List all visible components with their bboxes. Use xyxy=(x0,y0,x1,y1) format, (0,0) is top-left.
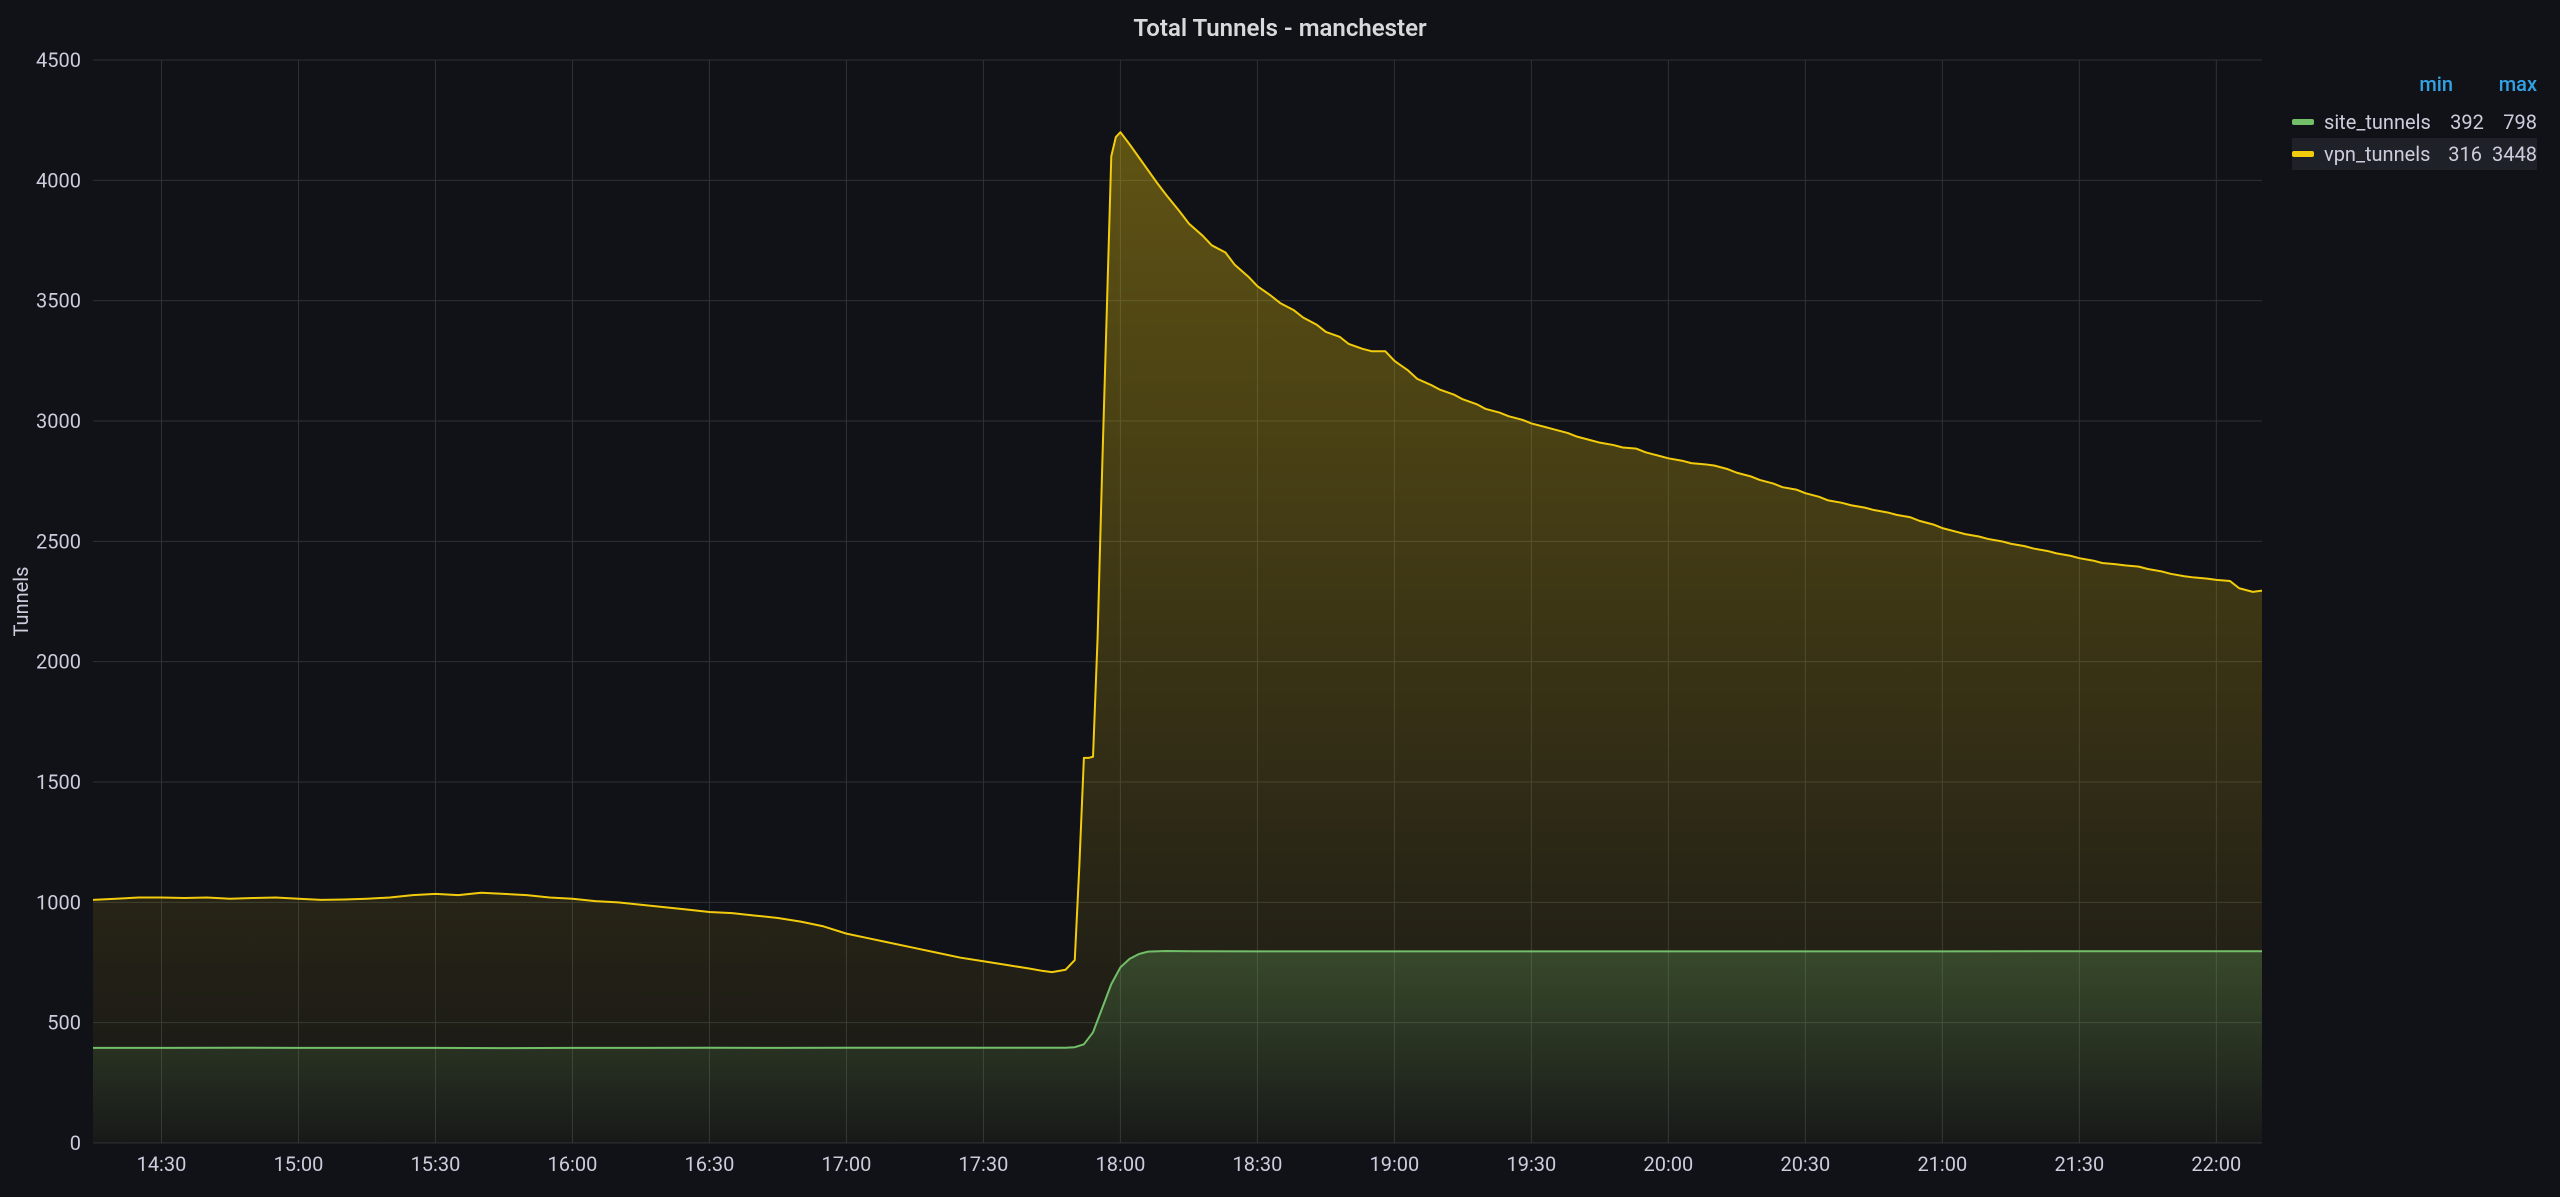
legend-header-max[interactable]: max xyxy=(2477,72,2537,96)
svg-text:2000: 2000 xyxy=(36,650,81,674)
svg-text:15:00: 15:00 xyxy=(274,1152,324,1176)
svg-text:3000: 3000 xyxy=(36,409,81,433)
svg-text:3500: 3500 xyxy=(36,289,81,313)
svg-text:14:30: 14:30 xyxy=(137,1152,187,1176)
svg-text:17:00: 17:00 xyxy=(822,1152,872,1176)
legend-min-val: 392 xyxy=(2441,110,2484,134)
svg-text:21:30: 21:30 xyxy=(2054,1152,2104,1176)
svg-text:15:30: 15:30 xyxy=(411,1152,461,1176)
svg-text:18:30: 18:30 xyxy=(1233,1152,1283,1176)
svg-text:16:30: 16:30 xyxy=(685,1152,735,1176)
legend-max-val: 798 xyxy=(2494,110,2537,134)
svg-text:4500: 4500 xyxy=(36,52,81,72)
svg-text:22:00: 22:00 xyxy=(2191,1152,2241,1176)
svg-text:1500: 1500 xyxy=(36,770,81,794)
svg-text:2500: 2500 xyxy=(36,529,81,553)
legend-label: vpn_tunnels xyxy=(2324,142,2430,166)
svg-text:0: 0 xyxy=(70,1131,81,1155)
svg-text:19:00: 19:00 xyxy=(1369,1152,1419,1176)
svg-text:16:00: 16:00 xyxy=(548,1152,598,1176)
legend-row-site_tunnels[interactable]: site_tunnels 392 798 xyxy=(2292,106,2537,138)
legend-max-val: 3448 xyxy=(2492,142,2537,166)
svg-text:18:00: 18:00 xyxy=(1096,1152,1146,1176)
legend-swatch xyxy=(2292,119,2314,125)
svg-text:20:30: 20:30 xyxy=(1780,1152,1830,1176)
svg-text:20:00: 20:00 xyxy=(1643,1152,1693,1176)
legend-header-min[interactable]: min xyxy=(2393,72,2453,96)
legend-label: site_tunnels xyxy=(2324,110,2431,134)
svg-text:1000: 1000 xyxy=(36,890,81,914)
svg-text:17:30: 17:30 xyxy=(959,1152,1009,1176)
svg-text:19:30: 19:30 xyxy=(1506,1152,1556,1176)
svg-text:4000: 4000 xyxy=(36,168,81,192)
legend-swatch xyxy=(2292,151,2314,157)
legend-min-val: 316 xyxy=(2440,142,2482,166)
svg-text:500: 500 xyxy=(47,1011,81,1035)
svg-text:Tunnels: Tunnels xyxy=(9,567,33,637)
chart-plot-area[interactable]: 0 500 1000 1500 2000 2500 3000 3500 4000 4500 14:3… xyxy=(8,52,2272,1183)
legend-row-vpn_tunnels[interactable]: vpn_tunnels 316 3448 xyxy=(2292,138,2537,170)
chart-title: Total Tunnels - manchester xyxy=(8,8,2552,52)
legend-header: min max xyxy=(2292,72,2537,96)
legend: min max site_tunnels 392 798 vpn_tunnels 316… xyxy=(2272,52,2552,1183)
svg-text:21:00: 21:00 xyxy=(1917,1152,1967,1176)
